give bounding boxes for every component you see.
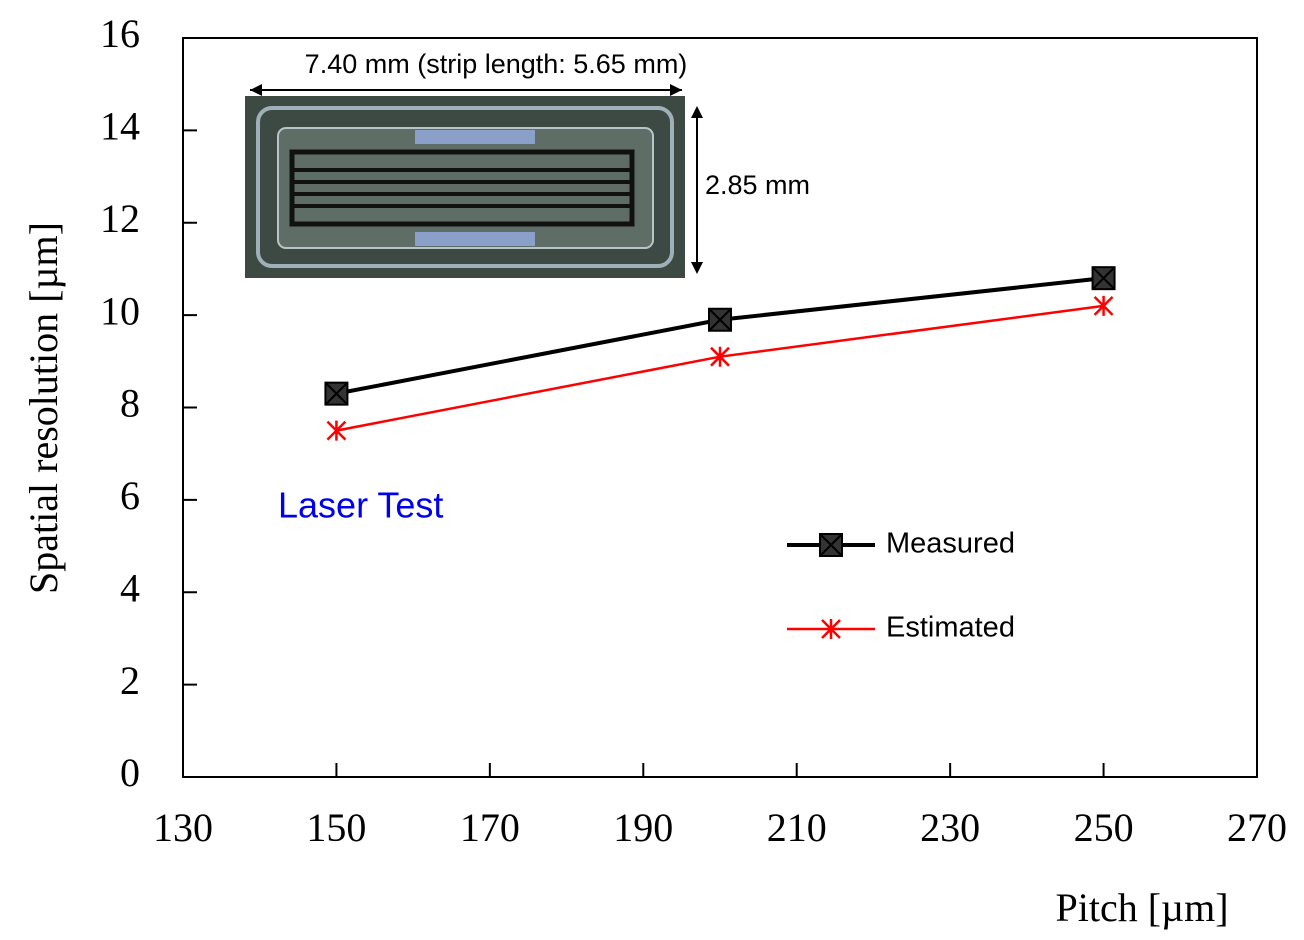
y-tick-label: 0: [120, 750, 140, 795]
x-tick-label: 150: [306, 805, 366, 850]
y-tick-label: 10: [100, 288, 140, 333]
data-point: [708, 307, 732, 332]
legend-marker: [819, 533, 843, 557]
x-tick-label: 210: [767, 805, 827, 850]
data-point: [710, 346, 730, 367]
x-tick-label: 230: [920, 805, 980, 850]
sensor-photo: [245, 96, 685, 278]
y-tick-label: 14: [100, 104, 140, 149]
data-point: [324, 381, 349, 406]
legend-marker: [821, 619, 841, 639]
annotation: 7.40 mm (strip length: 5.65 mm): [305, 49, 688, 79]
y-tick-label: 8: [120, 381, 140, 426]
series-line: [336, 276, 1104, 396]
legend-label: Measured: [886, 528, 1015, 560]
legend-label: Estimated: [886, 612, 1015, 644]
annotation: Laser Test: [278, 485, 443, 526]
data-point: [1091, 266, 1116, 291]
y-tick-label: 12: [100, 196, 140, 241]
x-tick-label: 270: [1227, 805, 1287, 850]
y-tick-label: 2: [120, 658, 140, 703]
y-tick-label: 4: [120, 565, 140, 610]
y-axis-label: Spatial resolution [µm]: [21, 222, 66, 594]
y-tick-label: 6: [120, 473, 140, 518]
x-tick-label: 250: [1074, 805, 1134, 850]
x-tick-label: 190: [613, 805, 673, 850]
data-point: [1093, 295, 1114, 316]
x-tick-label: 130: [153, 805, 213, 850]
annotation: 2.85 mm: [705, 170, 810, 200]
x-tick-label: 170: [460, 805, 520, 850]
data-point: [326, 420, 347, 441]
x-axis-label: Pitch [µm]: [1055, 885, 1228, 930]
y-tick-label: 16: [100, 11, 140, 56]
